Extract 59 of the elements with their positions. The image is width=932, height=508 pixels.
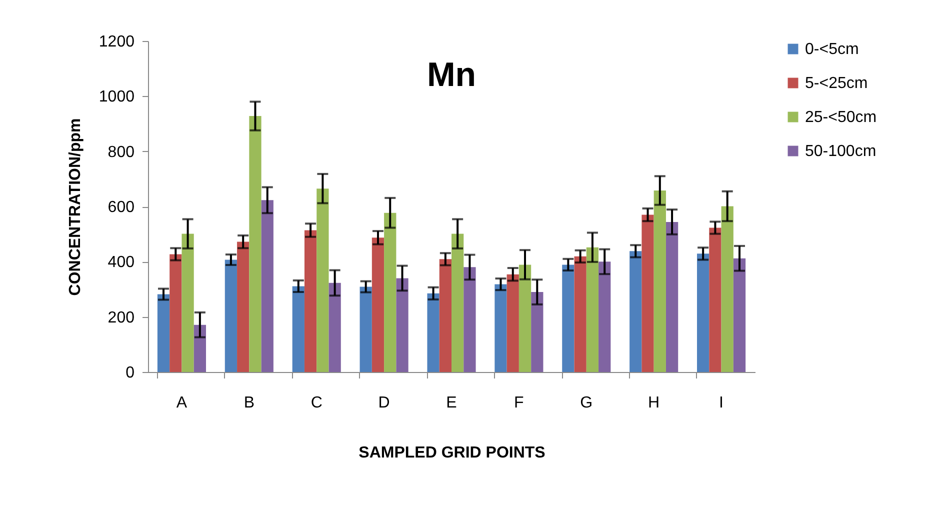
bar	[506, 274, 519, 372]
y-tick-label: 1200	[98, 34, 135, 50]
bar	[157, 294, 170, 372]
bar	[666, 222, 678, 372]
bar	[452, 234, 464, 372]
x-tick-label: I	[719, 394, 724, 412]
bar	[396, 278, 408, 372]
x-tick-label: C	[310, 394, 322, 412]
bar	[697, 254, 710, 372]
bar	[224, 260, 238, 372]
bar	[709, 228, 722, 372]
bar	[372, 238, 384, 372]
bar	[721, 206, 734, 372]
bar	[304, 230, 317, 372]
legend-label: 50-100cm	[805, 143, 876, 160]
x-tick-label: F	[514, 394, 524, 412]
bar	[598, 262, 611, 372]
bar	[182, 234, 194, 372]
bar	[464, 267, 476, 372]
legend-label: 25-<50cm	[805, 109, 877, 126]
x-tick-label: A	[176, 394, 188, 412]
x-tick-label: E	[446, 394, 457, 412]
bar	[733, 258, 746, 372]
x-tick-label: H	[648, 394, 660, 412]
y-tick-label: 0	[126, 364, 135, 382]
bar	[630, 251, 642, 372]
bar	[494, 284, 507, 372]
bar	[194, 324, 206, 372]
bar	[439, 259, 452, 372]
bar	[316, 188, 329, 372]
bar	[328, 282, 341, 372]
bar	[562, 264, 574, 372]
y-tick-label: 600	[108, 199, 135, 216]
bar	[574, 256, 586, 372]
bar	[249, 116, 262, 372]
y-tick-label: 1000	[98, 88, 135, 106]
chart-title: Mn	[426, 56, 476, 94]
y-tick-label: 400	[108, 254, 135, 272]
x-tick-label: G	[580, 394, 593, 412]
bar	[384, 212, 396, 372]
bar	[654, 190, 666, 372]
bar	[170, 254, 182, 372]
bar	[531, 292, 544, 372]
x-tick-label: B	[244, 394, 255, 412]
bar	[518, 264, 532, 372]
bar	[642, 214, 654, 372]
y-axis-title: CONCENTRATION/ppm	[66, 118, 84, 296]
bar	[261, 200, 274, 372]
x-axis-title: SAMPLED GRID POINTS	[358, 444, 546, 462]
bar	[237, 242, 250, 372]
bar	[586, 247, 599, 372]
x-tick-label: D	[378, 394, 390, 412]
legend-label: 5-<25cm	[805, 75, 868, 92]
bar	[360, 286, 372, 372]
bar	[292, 286, 304, 372]
bar	[427, 293, 440, 372]
y-tick-label: 800	[108, 144, 135, 161]
legend-label: 0-<5cm	[805, 41, 859, 58]
y-tick-label: 200	[108, 309, 135, 326]
